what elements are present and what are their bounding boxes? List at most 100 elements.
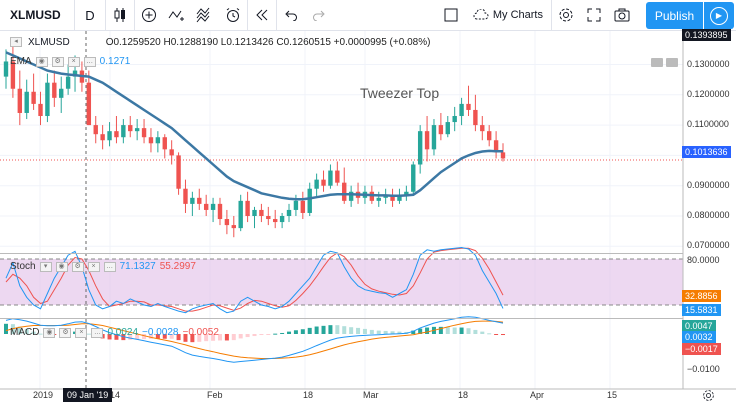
macd-histogram-bar bbox=[107, 334, 112, 340]
candle-body bbox=[31, 91, 36, 104]
candlestick-icon[interactable] bbox=[106, 0, 134, 31]
candle bbox=[286, 203, 292, 223]
more-icon[interactable]: … bbox=[91, 327, 104, 338]
candle bbox=[252, 206, 257, 229]
toolbar-divider bbox=[134, 0, 135, 31]
candle bbox=[38, 91, 43, 126]
fullscreen-icon[interactable] bbox=[580, 0, 608, 31]
candle-body bbox=[169, 149, 174, 156]
candle-body bbox=[452, 116, 457, 123]
stoch-tick-80: 80.0000 bbox=[687, 255, 720, 265]
candle-body bbox=[114, 131, 119, 138]
candle-body bbox=[155, 137, 161, 144]
candle bbox=[3, 49, 9, 89]
macd-histogram-bar bbox=[418, 328, 423, 334]
my-charts-button[interactable]: My Charts bbox=[465, 0, 551, 31]
candle-body bbox=[148, 137, 154, 144]
chevron-down-icon[interactable]: ▾ bbox=[39, 261, 52, 272]
alert-clock-icon[interactable] bbox=[219, 0, 247, 31]
candle bbox=[183, 179, 188, 213]
candle bbox=[217, 197, 223, 226]
visibility-icon[interactable]: ◉ bbox=[35, 56, 48, 67]
stoch-d-value: 55.2997 bbox=[159, 261, 196, 272]
macd-histogram-bar bbox=[114, 334, 119, 340]
more-icon[interactable]: … bbox=[103, 261, 116, 272]
publish-button[interactable]: Publish bbox=[646, 2, 703, 29]
settings-icon[interactable]: ⚙ bbox=[51, 56, 64, 67]
candle-body bbox=[10, 61, 16, 89]
tweezer-top-annotation[interactable]: Tweezer Top bbox=[360, 85, 440, 101]
candle-body bbox=[480, 125, 485, 132]
collapse-icon[interactable]: ◂ bbox=[10, 37, 22, 47]
redo-icon[interactable] bbox=[305, 0, 333, 31]
macd-histogram-bar bbox=[397, 331, 402, 334]
stoch-k-line bbox=[5, 246, 504, 314]
time-tick: Mar bbox=[363, 390, 379, 400]
close-icon[interactable]: × bbox=[67, 56, 80, 67]
candle bbox=[466, 85, 471, 117]
candle bbox=[148, 128, 154, 153]
candle bbox=[411, 161, 416, 195]
add-compare-icon[interactable] bbox=[135, 0, 163, 31]
macd-histogram-bar bbox=[356, 327, 361, 334]
ema-legend-label: EMA bbox=[10, 56, 32, 67]
pane-divider bbox=[0, 253, 683, 254]
templates-icon[interactable] bbox=[191, 0, 219, 31]
interval-button[interactable]: D bbox=[85, 7, 95, 23]
current-price-tag: 0.1013636 bbox=[682, 146, 731, 158]
chart-settings-icon[interactable] bbox=[702, 389, 715, 405]
settings-icon[interactable]: ⚙ bbox=[59, 327, 72, 338]
candle-body bbox=[459, 103, 464, 117]
candle-body bbox=[59, 88, 64, 98]
candle bbox=[169, 140, 174, 165]
top-toolbar: XLMUSD D My Charts Publish bbox=[0, 0, 736, 31]
settings-icon[interactable]: ⚙ bbox=[71, 261, 84, 272]
more-icon[interactable]: … bbox=[83, 56, 96, 67]
candle bbox=[134, 119, 140, 141]
candle bbox=[210, 197, 216, 223]
visibility-icon[interactable]: ◉ bbox=[55, 261, 68, 272]
replay-icon[interactable] bbox=[248, 0, 276, 31]
candle-body bbox=[217, 203, 223, 220]
play-button[interactable]: ▶ bbox=[704, 2, 734, 29]
candle-body bbox=[65, 76, 71, 89]
time-tick: 18 bbox=[458, 390, 469, 400]
candle bbox=[445, 116, 450, 138]
indicators-icon[interactable] bbox=[163, 0, 191, 31]
play-icon: ▶ bbox=[710, 6, 728, 25]
chart-area[interactable] bbox=[0, 31, 736, 405]
candle bbox=[121, 119, 126, 144]
candle bbox=[155, 131, 161, 153]
macd-hist-tag: 0.0047 bbox=[682, 320, 716, 332]
undo-icon[interactable] bbox=[277, 0, 305, 31]
candle-body bbox=[466, 103, 471, 110]
macd-histogram-bar bbox=[335, 325, 340, 334]
price-tick: 0.0900000 bbox=[687, 179, 730, 190]
crosshair-date-tag: 09 Jan '19 bbox=[63, 388, 113, 402]
fullscreen-square-icon[interactable] bbox=[437, 0, 465, 31]
macd-histogram-bar bbox=[314, 326, 319, 334]
visibility-icon[interactable]: ◉ bbox=[43, 327, 56, 338]
toolbar-divider bbox=[551, 0, 552, 31]
candle-body bbox=[252, 209, 257, 216]
pane-collapse-icon[interactable] bbox=[651, 58, 663, 67]
macd-histogram-bar bbox=[197, 334, 202, 342]
macd-histogram-bar bbox=[155, 334, 160, 339]
candle bbox=[86, 70, 92, 126]
macd-histogram-bar bbox=[273, 333, 278, 335]
macd-histogram-bar bbox=[280, 332, 285, 334]
pane-maximize-icon[interactable] bbox=[666, 58, 678, 67]
stoch-legend-label: Stoch bbox=[10, 261, 36, 272]
candle-body bbox=[273, 219, 278, 223]
close-icon[interactable]: × bbox=[87, 261, 100, 272]
candle-body bbox=[72, 70, 78, 77]
price-tick: 0.1200000 bbox=[687, 88, 730, 99]
legend-ohlc: O0.1259520 H0.1288190 L0.1213426 C0.1260… bbox=[105, 37, 431, 48]
candle bbox=[17, 70, 23, 126]
macd-histogram-bar bbox=[38, 333, 43, 335]
symbol-search-button[interactable]: XLMUSD bbox=[10, 8, 61, 22]
camera-icon[interactable] bbox=[608, 0, 636, 31]
close-icon[interactable]: × bbox=[75, 327, 88, 338]
settings-gear-icon[interactable] bbox=[552, 0, 580, 31]
macd-tick-neg: −0.0100 bbox=[687, 364, 720, 374]
